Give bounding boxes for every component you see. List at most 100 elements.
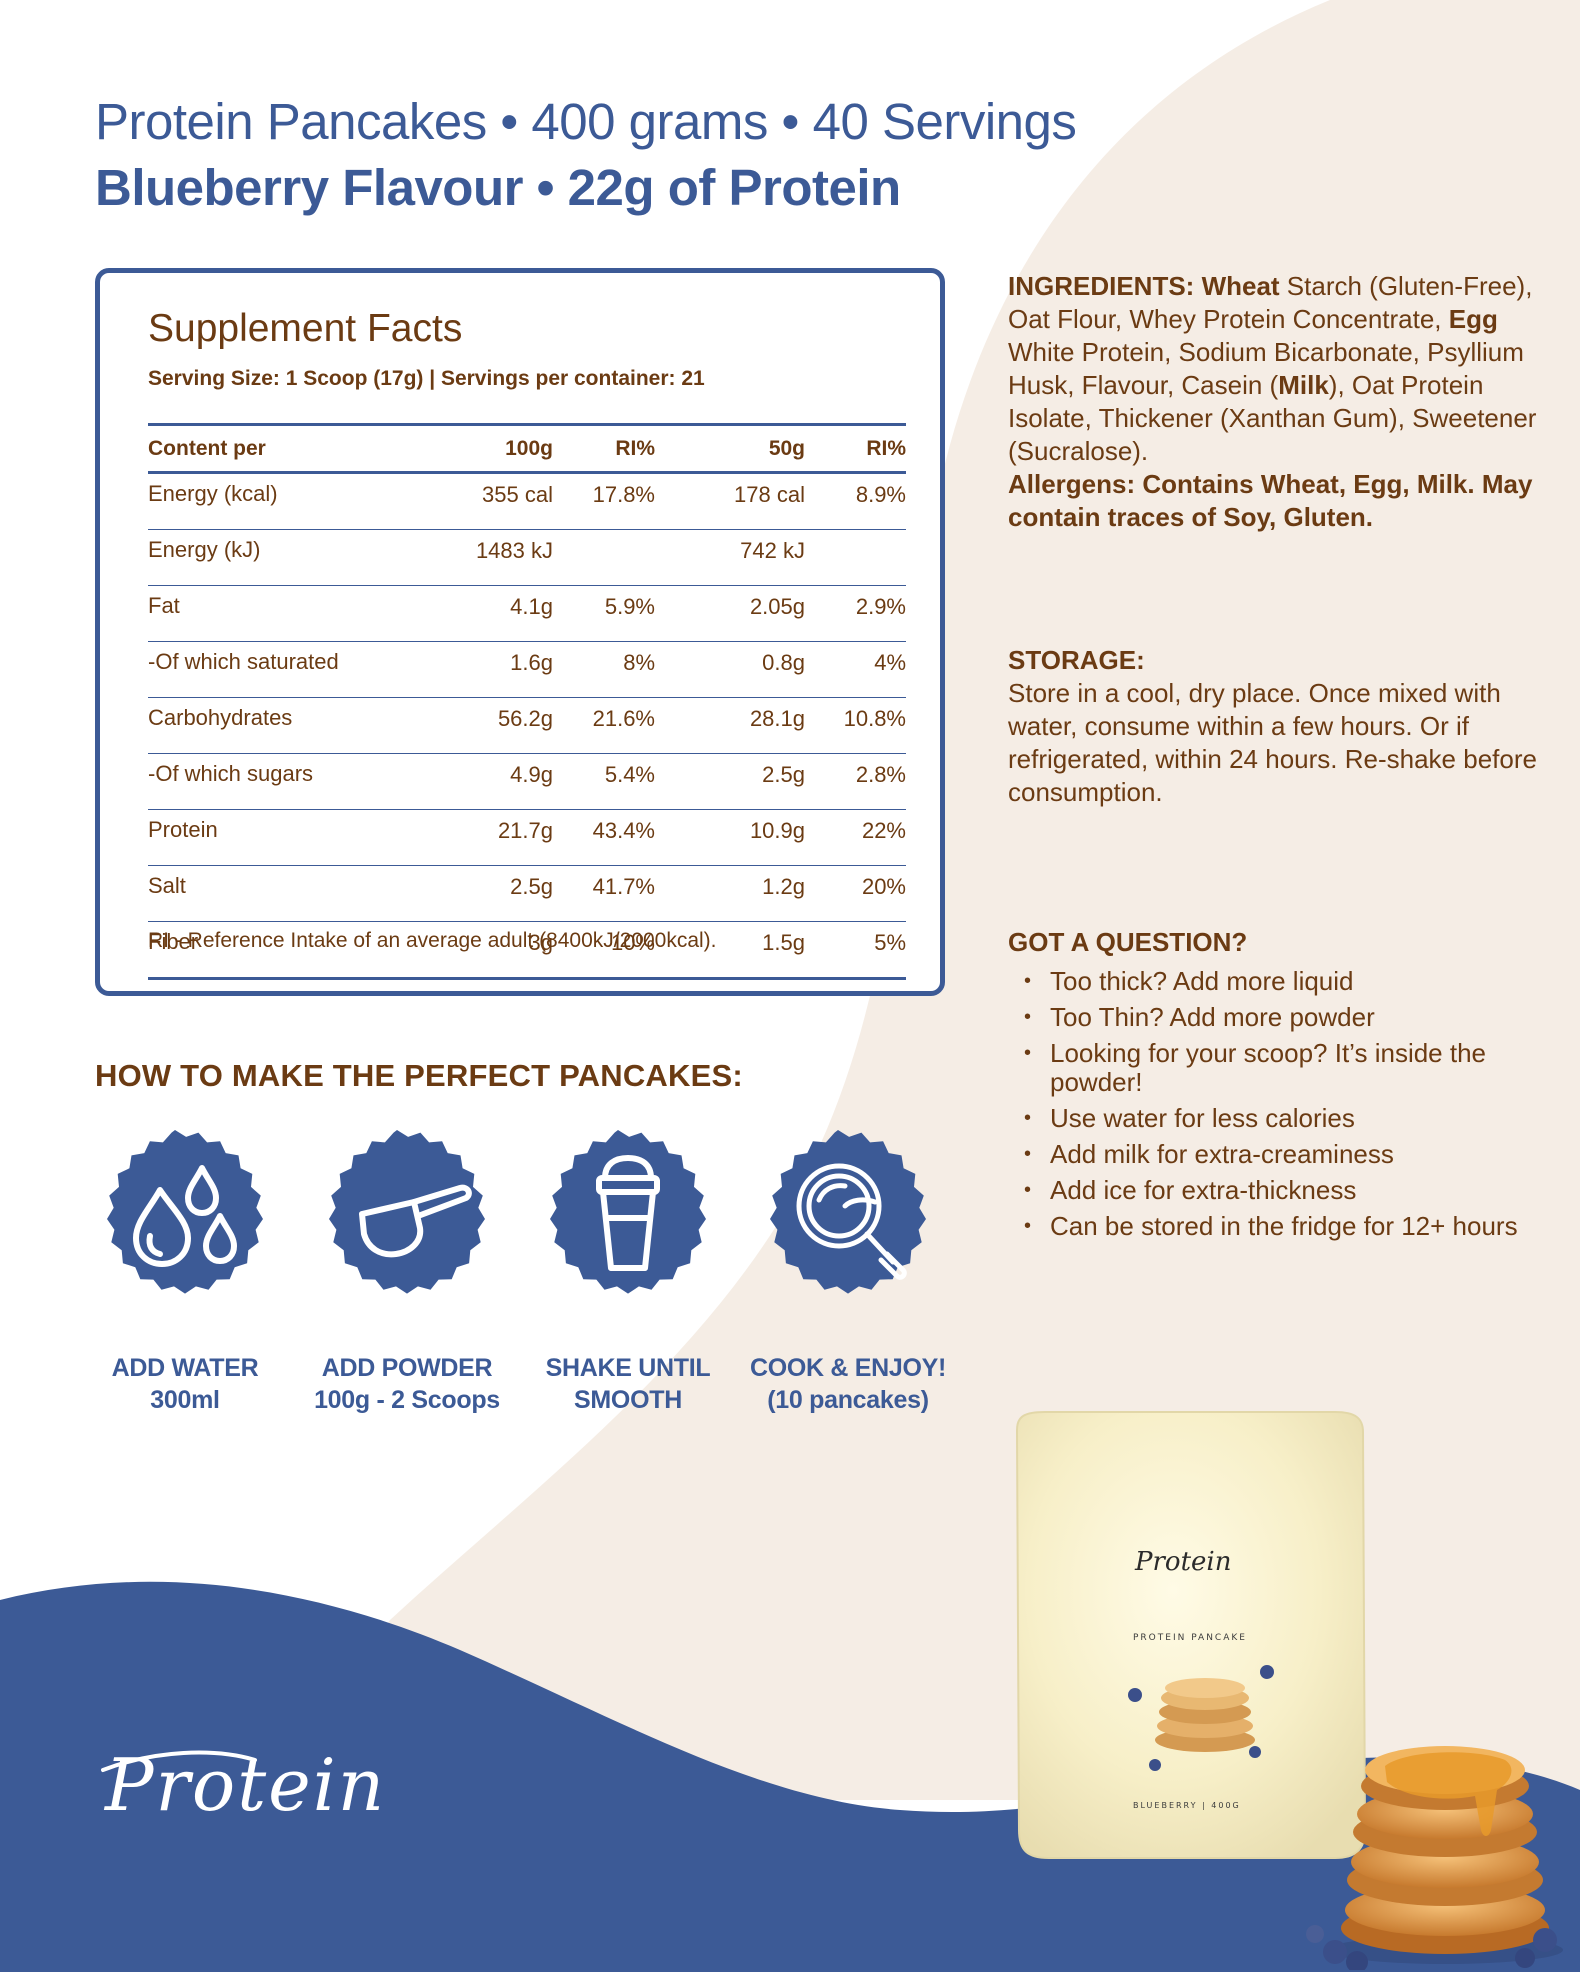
- value-50g: 0.8g: [655, 641, 805, 698]
- product-pouch-illustration: Protein PROTEIN PANCAKE BLUEBERRY | 400G: [1015, 1411, 1563, 1973]
- pouch-pancake-art: [1128, 1665, 1274, 1771]
- step-label-line-2: (10 pancakes): [767, 1386, 929, 1414]
- ri-100g: 8%: [553, 641, 655, 698]
- table-row: Salt 2.5g 41.7% 1.2g 20%: [148, 865, 906, 922]
- ri-100g: 21.6%: [553, 697, 655, 754]
- shaker-icon: [550, 1130, 706, 1294]
- nutrient-name: -Of which saturated: [148, 641, 428, 698]
- value-50g: 1.5g: [762, 930, 805, 955]
- ri-50g: 8.9%: [805, 472, 906, 530]
- column-header: RI%: [553, 424, 655, 474]
- value-50g: 2.05g: [655, 585, 805, 642]
- nutrient-name: Energy (kJ): [148, 529, 428, 586]
- storage-section: STORAGE: Store in a cool, dry place. Onc…: [1008, 644, 1548, 809]
- value-100g: 2.5g: [428, 865, 553, 922]
- value-50g: 28.1g: [655, 697, 805, 754]
- product-image: Protein PROTEIN PANCAKE BLUEBERRY | 400G: [1005, 1410, 1565, 1975]
- list-item: Add ice for extra-thickness: [1008, 1176, 1548, 1206]
- table-row: -Of which saturated 1.6g 8% 0.8g 4%: [148, 641, 906, 698]
- allergens-statement: Allergens: Contains Wheat, Egg, Milk. Ma…: [1008, 469, 1533, 532]
- question-section: GOT A QUESTION? Too thick? Add more liqu…: [1008, 926, 1548, 1248]
- step-cook: COOK & ENJOY! (10 pancakes): [738, 1118, 958, 1416]
- nutrient-name: Protein: [148, 809, 428, 866]
- allergen-wheat: Wheat: [1201, 271, 1280, 301]
- value-50g: 742 kJ: [655, 529, 805, 586]
- ri-50g: 5%: [874, 930, 906, 955]
- step-label: ADD WATER 300ml: [75, 1352, 295, 1416]
- table-row: -Of which sugars 4.9g 5.4% 2.5g 2.8%: [148, 753, 906, 810]
- value-50g: 2.5g: [655, 753, 805, 810]
- storage-text: Store in a cool, dry place. Once mixed w…: [1008, 678, 1537, 807]
- ri-50g: 20%: [805, 865, 906, 922]
- title-line-1: Protein Pancakes • 400 grams • 40 Servin…: [95, 93, 1077, 150]
- list-item: Too Thin? Add more powder: [1008, 1003, 1548, 1033]
- page-title: Protein Pancakes • 400 grams • 40 Servin…: [95, 92, 1077, 224]
- pouch-brand-text: Protein: [1134, 1547, 1231, 1577]
- step-add-water: ADD WATER 300ml: [75, 1118, 295, 1416]
- pancake-stack-illustration: [1306, 1746, 1563, 1973]
- allergen-egg: Egg: [1448, 304, 1498, 334]
- value-50g: 178 cal: [655, 472, 805, 530]
- step-label-line-1: ADD WATER: [111, 1354, 259, 1382]
- nutrient-name: Fat: [148, 585, 428, 642]
- value-100g: 355 cal: [428, 472, 553, 530]
- step-add-powder: ADD POWDER 100g - 2 Scoops: [297, 1118, 517, 1416]
- water-drops-icon: [107, 1130, 263, 1294]
- ri-100g: 5.9%: [553, 585, 655, 642]
- brand-logo: Protein: [95, 1730, 475, 1845]
- serving-size: Serving Size: 1 Scoop (17g) | Servings p…: [148, 367, 705, 390]
- step-label-line-1: ADD POWDER: [321, 1354, 493, 1382]
- table-row: Energy (kJ) 1483 kJ 742 kJ: [148, 529, 906, 586]
- ri-50g: 2.9%: [805, 585, 906, 642]
- value-100g: 56.2g: [428, 697, 553, 754]
- ri-50g: 2.8%: [805, 753, 906, 810]
- nutrient-name: Salt: [148, 865, 428, 922]
- nutrient-name: -Of which sugars: [148, 753, 428, 810]
- nutrition-table: Content per 100g RI% 50g RI% Energy (kca…: [148, 423, 906, 980]
- storage-heading: STORAGE:: [1008, 645, 1145, 675]
- list-item: Can be stored in the fridge for 12+ hour…: [1008, 1212, 1548, 1242]
- supplement-facts-panel: Supplement Facts Serving Size: 1 Scoop (…: [95, 268, 945, 996]
- ri-100g: 5.4%: [553, 753, 655, 810]
- ri-100g: [553, 529, 655, 586]
- table-header-row: Content per 100g RI% 50g RI%: [148, 424, 906, 474]
- nutrient-name: Fiber: [148, 929, 199, 954]
- ri-100g: 41.7%: [553, 865, 655, 922]
- ri-50g: 10.8%: [805, 697, 906, 754]
- howto-heading: HOW TO MAKE THE PERFECT PANCAKES:: [95, 1058, 743, 1093]
- list-item: Too thick? Add more liquid: [1008, 967, 1548, 997]
- title-line-2: Blueberry Flavour • 22g of Protein: [95, 159, 901, 216]
- facts-heading: Supplement Facts: [148, 307, 463, 350]
- ri-50g: 22%: [805, 809, 906, 866]
- value-100g: 4.9g: [428, 753, 553, 810]
- column-header: Content per: [148, 424, 428, 474]
- table-row: Energy (kcal) 355 cal 17.8% 178 cal 8.9%: [148, 472, 906, 530]
- step-label: ADD POWDER 100g - 2 Scoops: [297, 1352, 517, 1416]
- ri-100g: 17.8%: [553, 472, 655, 530]
- ri-50g: [805, 529, 906, 586]
- ingredients-part-1: Starch (Gluten-Free), Oat Flour, Whey Pr…: [1008, 271, 1533, 334]
- ri-100g: 43.4%: [553, 809, 655, 866]
- step-label-line-1: COOK & ENJOY!: [749, 1354, 947, 1382]
- ingredients-section: INGREDIENTS: Wheat Starch (Gluten-Free),…: [1008, 270, 1548, 534]
- step-label-line-1: SHAKE UNTIL: [545, 1354, 711, 1382]
- reference-intake-note: RI - Reference Intake of an average adul…: [148, 929, 717, 952]
- nutrient-name: Carbohydrates: [148, 697, 428, 754]
- value-100g: 1483 kJ: [428, 529, 553, 586]
- pouch-flavour-text: BLUEBERRY | 400G: [1133, 1801, 1241, 1810]
- step-label: COOK & ENJOY! (10 pancakes): [738, 1352, 958, 1416]
- table-row: Fat 4.1g 5.9% 2.05g 2.9%: [148, 585, 906, 642]
- step-shake: SHAKE UNTIL SMOOTH: [518, 1118, 738, 1416]
- nutrient-name: Energy (kcal): [148, 472, 428, 530]
- value-100g: 21.7g: [428, 809, 553, 866]
- list-item: Looking for your scoop? It’s inside the …: [1008, 1039, 1548, 1097]
- ingredients-part-2: White Protein, Sodium Bicarbonate, Psyll…: [1008, 337, 1524, 400]
- pouch-product-text: PROTEIN PANCAKE: [1133, 1633, 1247, 1643]
- ingredients-text: INGREDIENTS: Wheat Starch (Gluten-Free),…: [1008, 270, 1548, 468]
- step-label-line-2: 300ml: [150, 1386, 220, 1414]
- step-label-line-2: 100g - 2 Scoops: [314, 1386, 500, 1414]
- step-label-line-2: SMOOTH: [574, 1386, 682, 1414]
- scoop-icon: [329, 1130, 485, 1294]
- list-item: Use water for less calories: [1008, 1104, 1548, 1134]
